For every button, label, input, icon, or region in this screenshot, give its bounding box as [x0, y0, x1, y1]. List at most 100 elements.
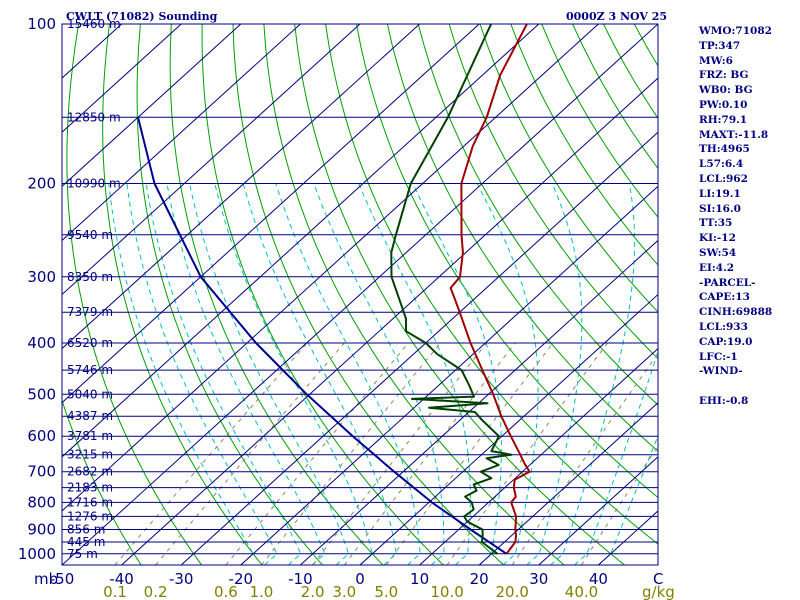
isotherm	[180, 131, 658, 565]
stat-item: CAPE:13	[699, 291, 750, 304]
stat-item: TT:35	[699, 217, 733, 230]
mixing-ratio-line	[261, 342, 441, 565]
height-label: 8350 m	[67, 270, 113, 284]
mixing-ratio-label: 10.0	[430, 583, 463, 600]
dry-adiabat	[479, 24, 658, 313]
moist-adiabat	[358, 183, 471, 565]
pressure-tick-label: 500	[27, 385, 56, 403]
height-label: 4387 m	[67, 409, 113, 423]
stat-item: LCL:962	[699, 172, 748, 185]
isotherm	[62, 24, 182, 133]
stat-item: FRZ: BG	[699, 69, 749, 82]
pressure-unit-label: mb	[34, 570, 58, 588]
chart-date: 0000Z 3 NOV 25	[566, 10, 667, 23]
data-lines	[137, 24, 531, 555]
dry-adiabat	[232, 24, 505, 565]
dry-adiabat	[62, 398, 142, 565]
dry-adiabat	[448, 24, 658, 360]
height-label: 1276 m	[67, 509, 113, 523]
mixing-ratio-label: 2.0	[301, 583, 325, 600]
temperature-tick-label: -40	[109, 570, 134, 588]
pressure-tick-label: 900	[27, 521, 56, 539]
mixing-ratio-label: 3.0	[332, 583, 356, 600]
height-label: 9540 m	[67, 228, 113, 242]
height-label: 3215 m	[67, 448, 113, 462]
mixing-ratio-line	[155, 342, 345, 565]
pressure-tick-label: 600	[27, 427, 56, 445]
height-label: 5746 m	[67, 363, 113, 377]
pressure-tick-label: 200	[27, 175, 56, 193]
height-label: 75 m	[67, 547, 98, 561]
parcel-line	[137, 117, 508, 555]
moist-adiabat	[275, 183, 421, 565]
dry-adiabat	[102, 24, 263, 565]
mixing-ratio-label: 20.0	[495, 583, 528, 600]
height-label: 7379 m	[67, 305, 113, 319]
mixing-ratio-line	[511, 352, 658, 565]
isotherm	[419, 347, 658, 565]
pressure-tick-label: 300	[27, 268, 56, 286]
stats-panel: WMO:71082 TP:347 MW:6 FRZ: BG WB0: BG PW:0.10…	[699, 24, 772, 409]
moist-adiabat	[598, 434, 658, 565]
stat-item: EI:4.2	[699, 261, 735, 274]
stat-item: MW:6	[699, 54, 733, 67]
height-label: 5040 m	[67, 387, 113, 401]
pressure-tick-label: 700	[27, 463, 56, 481]
moist-adiabat	[550, 183, 636, 565]
dry-adiabat	[356, 24, 658, 499]
stat-item: LCL:933	[699, 320, 748, 333]
height-label: 445 m	[67, 535, 105, 549]
dewpoint-line	[390, 24, 513, 555]
moist-adiabat	[108, 183, 254, 565]
isotherm	[62, 24, 420, 350]
mixing-ratio-label: 0.1	[103, 583, 127, 600]
moist-adiabat	[145, 183, 302, 565]
height-label: 2682 m	[67, 465, 113, 479]
moist-adiabat	[526, 183, 583, 565]
isotherm	[121, 77, 658, 565]
mixing-ratio-line	[446, 342, 608, 565]
moist-adiabat	[166, 183, 326, 565]
moist-adiabat	[574, 349, 658, 565]
pressure-tick-label: 100	[27, 15, 56, 33]
dry-adiabat	[66, 24, 202, 565]
height-label: 15460 m	[67, 17, 121, 31]
temperature-tick-label: 40	[589, 570, 608, 588]
isotherm	[62, 24, 658, 565]
height-label: 856 m	[67, 523, 105, 537]
chart-title: CWLT (71082) Sounding	[66, 10, 218, 23]
stat-item: TP:347	[699, 39, 741, 52]
mixing-ratio-label: 40.0	[565, 583, 598, 600]
stat-item: -WIND-	[699, 365, 743, 378]
stat-item: EHI:-0.8	[699, 394, 749, 407]
temperature-tick-label: 10	[410, 570, 429, 588]
pressure-tick-label: 800	[27, 493, 56, 511]
axis-labels: 15460 m 12850 m 10990 m 9540 m 8350 m 7379 m 6…	[18, 15, 608, 600]
stat-item: LFC:-1	[699, 350, 738, 363]
height-label: 2183 m	[67, 481, 113, 495]
stat-item	[699, 379, 772, 394]
stat-item: KI:-12	[699, 232, 736, 245]
temperature-tick-label: -50	[50, 570, 75, 588]
mixing-ratio-label: 1.0	[249, 583, 273, 600]
plot-frame	[61, 23, 659, 566]
mixing-ratio-label: 0.6	[214, 583, 238, 600]
isotherm	[62, 24, 242, 187]
dry-adiabat	[510, 24, 658, 266]
stat-item: LI:19.1	[699, 187, 741, 200]
isotherm	[62, 24, 599, 512]
height-label: 12850 m	[67, 110, 121, 124]
temperature-tick-label: 0	[355, 570, 365, 588]
stat-item: SW:54	[699, 246, 737, 259]
isotherm	[300, 239, 658, 565]
mixing-ratio-line	[343, 342, 516, 565]
pressure-tick-label: 400	[27, 334, 56, 352]
temperature-line	[449, 24, 531, 555]
mixing-ratio-label: 0.2	[144, 583, 168, 600]
moist-adiabat	[412, 183, 502, 565]
stat-item: RH:79.1	[699, 113, 748, 126]
isotherm	[62, 24, 301, 242]
temperature-unit-label: C	[653, 570, 663, 588]
stat-item: -PARCEL-	[699, 276, 756, 289]
